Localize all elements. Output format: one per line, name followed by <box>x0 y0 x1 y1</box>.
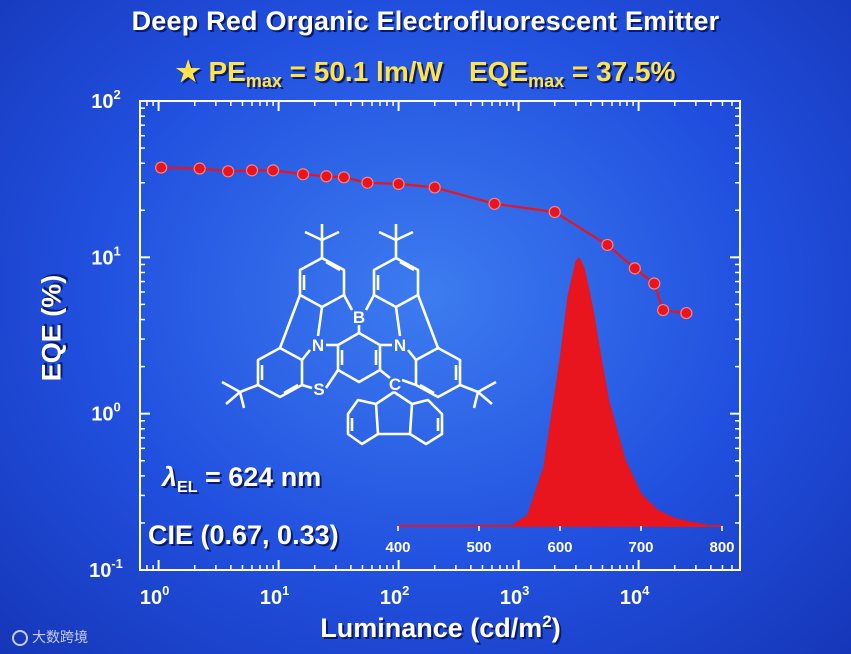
pe-value: = 50.1 lm/W <box>281 56 443 87</box>
eqe-point <box>155 161 168 174</box>
eqe-point <box>628 262 641 275</box>
axis-ticks <box>139 100 741 571</box>
watermark: 大数跨境 <box>12 627 88 647</box>
x-axis-label-text: Luminance (cd/m <box>320 613 543 643</box>
eqe-point <box>548 205 561 219</box>
eqe-point <box>266 164 280 177</box>
atom-nitrogen-right: N <box>394 336 406 355</box>
y-tick-label: 100 <box>91 400 120 426</box>
atom-sulfur: S <box>313 380 324 399</box>
eqe-point <box>320 170 333 183</box>
y-axis-label: EQE (%) <box>36 274 67 382</box>
star-icon: ★ <box>175 56 201 87</box>
spectrum-tick-label: 400 <box>385 539 410 556</box>
x-axis-label-exponent: 2 <box>542 612 552 631</box>
performance-metrics: ★ PEmax = 50.1 lm/W EQEmax = 37.5% <box>0 55 851 92</box>
eqe-point <box>296 168 310 181</box>
el-spectrum: 400 500 600 700 800 <box>385 257 735 556</box>
lambda-value: = 624 nm <box>197 462 322 492</box>
watermark-text: 大数跨境 <box>32 630 88 646</box>
x-tick-label: 100 <box>140 583 169 609</box>
atom-nitrogen-left: N <box>312 336 324 355</box>
spectrum-tick-label: 600 <box>547 539 572 556</box>
x-tick-label: 102 <box>380 583 409 609</box>
tick-labels: 100 101 102 103 104 10-1 100 101 102 <box>89 87 650 609</box>
x-tick-label: 101 <box>260 583 289 609</box>
spectrum-tick-label: 700 <box>628 539 653 556</box>
x-axis-label: Luminance (cd/m2) <box>0 612 851 644</box>
eqe-series <box>155 161 693 320</box>
eqe-point <box>193 162 206 175</box>
x-axis-label-close: ) <box>551 613 561 643</box>
pe-label: PE <box>208 56 246 87</box>
spectrum-area <box>509 257 707 527</box>
eqe-point <box>601 238 614 252</box>
molecule-atom-labels: B N N S C <box>312 308 406 399</box>
watermark-logo-icon <box>12 630 28 646</box>
y-tick-label: 101 <box>91 243 120 269</box>
emission-peak-label: λEL = 624 nm <box>162 462 321 497</box>
eqe-point <box>337 171 350 184</box>
spectrum-tick-label: 500 <box>466 539 491 556</box>
x-tick-label: 103 <box>500 583 529 609</box>
x-tick-label: 104 <box>620 583 650 609</box>
y-tick-label: 10-1 <box>89 556 123 582</box>
eqe-label: EQE <box>468 56 529 87</box>
eqe-point <box>648 277 661 290</box>
lambda-symbol: λ <box>162 462 178 492</box>
eqe-subscript: max <box>528 71 565 91</box>
spectrum-tick-label: 800 <box>709 539 734 556</box>
atom-carbon-spiro: C <box>389 375 401 394</box>
eqe-point <box>428 181 441 194</box>
eqe-point <box>656 303 670 317</box>
atom-boron: B <box>353 308 365 327</box>
eqe-point <box>361 176 374 189</box>
pe-subscript: max <box>245 71 282 91</box>
eqe-value: = 37.5% <box>564 56 676 87</box>
plot-frame <box>139 100 741 571</box>
molecule-structure-icon <box>221 224 497 446</box>
eqe-point <box>488 197 501 210</box>
y-tick-label: 102 <box>91 87 120 113</box>
eqe-point <box>392 177 405 190</box>
eqe-point <box>222 165 235 178</box>
eqe-point <box>680 306 693 320</box>
cie-coordinates: CIE (0.67, 0.33) <box>148 520 339 550</box>
chart-title: Deep Red Organic Electrofluorescent Emit… <box>131 6 720 36</box>
eqe-point <box>245 164 259 177</box>
lambda-subscript: EL <box>177 479 198 496</box>
